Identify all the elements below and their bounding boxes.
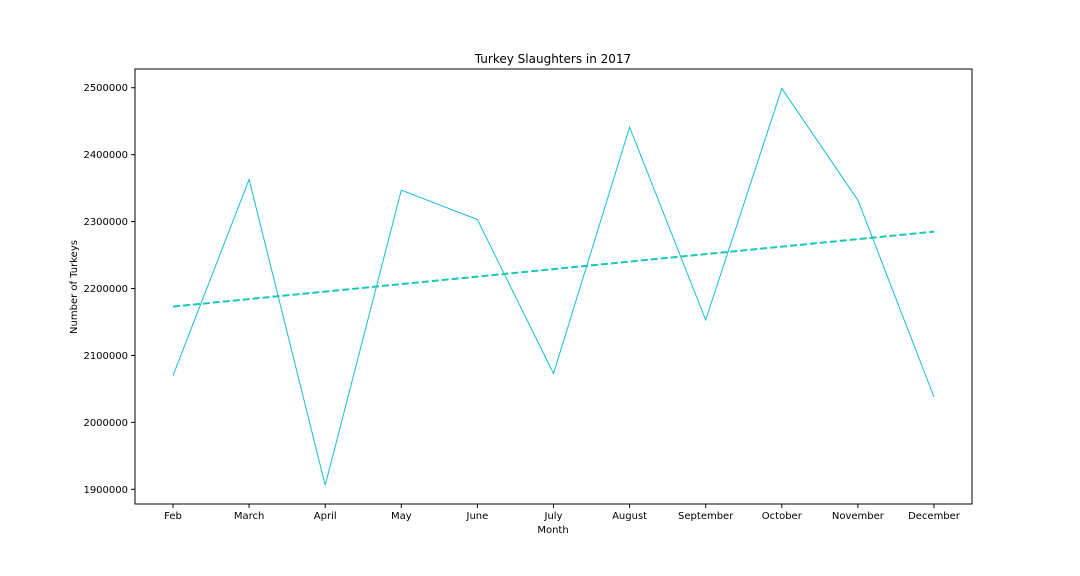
plot-frame xyxy=(134,68,973,505)
x-tick-label: July xyxy=(544,511,563,522)
x-tick-label: August xyxy=(612,511,647,522)
x-tick-label: May xyxy=(391,511,412,522)
plot-area xyxy=(134,68,973,505)
y-tick-label: 2400000 xyxy=(83,150,128,161)
x-tick-label: September xyxy=(678,511,734,522)
x-tick-label: Feb xyxy=(164,511,182,522)
series-layer xyxy=(172,87,935,486)
y-axis-label: Number of Turkeys xyxy=(69,240,80,334)
y-tick-label: 2200000 xyxy=(83,284,128,295)
x-axis: Feb March April May June July August September O… xyxy=(164,504,961,522)
y-tick-label: 2000000 xyxy=(83,418,128,429)
x-tick-label: December xyxy=(908,511,961,522)
y-tick-label: 2100000 xyxy=(83,351,128,362)
x-tick-label: October xyxy=(762,511,803,522)
x-tick-label: June xyxy=(466,511,489,522)
y-tick-label: 1900000 xyxy=(83,485,128,496)
y-tick-label: 2500000 xyxy=(83,83,128,94)
y-axis: 1900000 2000000 2100000 2200000 2300000 24000… xyxy=(83,83,135,496)
x-tick-label: November xyxy=(832,511,885,522)
x-tick-label: March xyxy=(234,511,264,522)
chart-title: Turkey Slaughters in 2017 xyxy=(474,52,631,66)
x-axis-label: Month xyxy=(537,525,568,536)
y-tick-label: 2300000 xyxy=(83,217,128,228)
x-tick-label: April xyxy=(314,511,337,522)
